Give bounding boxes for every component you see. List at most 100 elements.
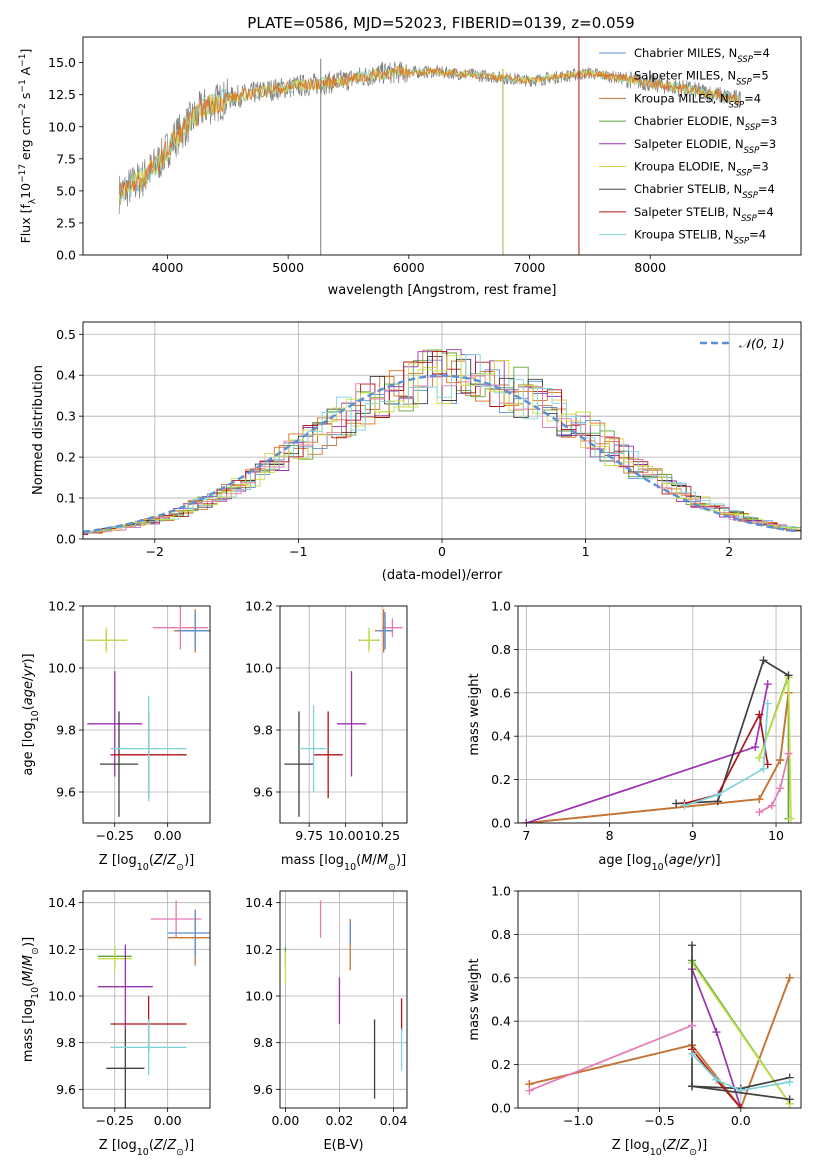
age_vs_Z-ytick-label: 10.0 [48, 661, 76, 676]
massweight_vs_Z-xlabel-part: ( [662, 1138, 667, 1153]
age_vs_Z-xlabel-part: ( [149, 853, 154, 868]
mass_vs_Z-ylabel-part: ⊙ [30, 947, 41, 955]
mass_vs_Z-plot-area [97, 900, 210, 1108]
massweight-series [526, 692, 790, 823]
massweight-series [684, 711, 769, 805]
mass_vs_ebv-ytick-label: 9.8 [253, 1035, 273, 1050]
massweight-series [691, 945, 790, 1090]
mass_vs_Z-xtick-label: −0.25 [96, 1113, 134, 1128]
massweight_vs_age-ytick-label: 1.0 [491, 599, 511, 614]
legend-entry-part: =5 [752, 69, 769, 83]
residuals-ytick-label: 0.0 [56, 532, 76, 547]
age_vs_Z-xlabel-part: / [163, 853, 168, 868]
massweight_vs_age-ytick-label: 0.6 [491, 685, 511, 700]
mass_vs_ebv-plot-area [284, 900, 403, 1099]
massweight-marker [763, 680, 772, 689]
residuals-xtick-label: −1 [289, 544, 307, 559]
figure-title: PLATE=0586, MJD=52023, FIBERID=0139, z=0… [247, 14, 634, 32]
age_vs_mass-xtick-label: 10.00 [328, 828, 364, 843]
age_vs_mass-frame [279, 605, 408, 824]
massweight_vs_age-xtick-label: 8 [606, 828, 614, 843]
legend-entry-part: Salpeter MILES, N [634, 69, 736, 83]
age_vs_mass-grid [280, 605, 407, 823]
massweight-series [691, 1053, 790, 1092]
residuals-ytick-label: 0.1 [56, 491, 76, 506]
spectrum-xtick-label: 6000 [393, 260, 425, 275]
massweight-series [759, 753, 790, 813]
spectrum-ytick-label: 15.0 [48, 55, 76, 70]
legend-entry-part: Chabrier ELODIE, N [634, 114, 745, 128]
legend-entry-part: Kroupa MILES, N [634, 91, 729, 105]
legend-entry: Kroupa ELODIE, NSSP=3 [634, 160, 769, 179]
age_vs_Z-xlabel: Z [log10(Z/Z⊙)] [99, 853, 194, 873]
mass_vs_Z-ylabel-part: ( [21, 982, 36, 987]
massweight_vs_Z-xlabel-part: Z [log [612, 1138, 650, 1153]
spectrum-ytick-label: 10.0 [48, 119, 76, 134]
age_vs_mass-ytick-label: 10.2 [245, 599, 273, 614]
massweight-marker [755, 808, 764, 817]
legend-entry-part: Salpeter STELIB, N [634, 205, 741, 219]
mass_vs_Z-frame [82, 890, 211, 1109]
residuals-xlabel: (data-model)/error [382, 568, 503, 583]
massweight_vs_age-ylabel: mass weight [467, 673, 482, 755]
age_vs_Z-plot-area [85, 606, 210, 817]
mass_vs_Z-xlabel-part: Z [153, 1138, 164, 1153]
legend-entry-part: SSP [745, 123, 761, 133]
age_vs_Z-ytick-label: 9.8 [56, 723, 76, 738]
legend-entry-part: =4 [758, 182, 775, 196]
mass_vs_Z-ylabel-part: M [21, 955, 36, 966]
spectrum-xtick-label: 5000 [272, 260, 304, 275]
age_vs_Z-ylabel-part: 10 [30, 710, 41, 722]
age_vs_mass-plot-area [284, 609, 403, 817]
massweight-series [691, 962, 791, 1105]
mass_vs_Z-ylabel-part: M [21, 971, 36, 982]
massweight-marker [688, 941, 697, 950]
mass_vs_ebv-xtick-label: 0.04 [380, 1113, 408, 1128]
legend-entry-part: Kroupa STELIB, N [634, 228, 734, 242]
legend-entry: Salpeter MILES, NSSP=5 [634, 69, 769, 88]
age_vs_Z-ylabel-part: yr [21, 662, 36, 678]
massweight-marker [785, 1077, 794, 1086]
legend-entry: Chabrier MILES, NSSP=4 [634, 46, 770, 65]
mass_vs_Z-ylabel-part: )] [21, 937, 36, 947]
massweight-marker [785, 973, 794, 982]
massweight_vs_age-ytick-label: 0.8 [491, 642, 511, 657]
massweight-marker [688, 1021, 697, 1030]
age_vs_mass-xlabel-part: 10 [344, 862, 356, 873]
histogram-series [83, 354, 801, 533]
age_vs_mass-xlabel-part: M [361, 853, 372, 868]
legend-entry-part: SSP [737, 55, 753, 65]
legend-entry-part: SSP [742, 191, 758, 201]
massweight_vs_Z-xtick-label: −0.5 [644, 1113, 674, 1128]
massweight_vs_age-ytick-label: 0.2 [491, 772, 511, 787]
residuals-panel: −2 −1 0 1 2 0.0 0.1 0.2 0.3 0.4 0.5 𝒩(0, 1) (data-mo… [31, 321, 802, 583]
mass_vs_Z-xlabel-part: / [163, 1138, 168, 1153]
massweight_vs_Z-xlabel-part: )] [697, 1138, 707, 1153]
residuals-plot-area [83, 349, 801, 536]
age_vs_Z-panel: −0.25 0.009.69.810.010.2Z [log10(Z/Z⊙)]ag… [21, 599, 211, 873]
residuals-frame [82, 321, 802, 540]
massweight_vs_Z-xlabel-part: 10 [650, 1147, 662, 1158]
legend-entry-part: Chabrier STELIB, N [634, 182, 742, 196]
age_vs_mass-xlabel-part: ( [356, 853, 361, 868]
massweight_vs_Z-ytick-label: 0.6 [491, 970, 511, 985]
spectrum-ytick-label: 0.0 [56, 248, 76, 263]
massweight-marker [784, 671, 793, 680]
mass_vs_Z-ytick-label: 9.8 [56, 1035, 76, 1050]
legend-gaussian-label: 𝒩(0, 1) [739, 336, 785, 351]
mass_vs_Z-ylabel: mass [log10(M/M⊙)] [21, 937, 41, 1062]
massweight_vs_Z-xtick-label: 0.0 [731, 1113, 751, 1128]
age_vs_Z-xlabel-part: ⊙ [176, 862, 184, 873]
legend-entry-part: =4 [757, 205, 774, 219]
legend-entry-part: =4 [744, 91, 761, 105]
mass_vs_ebv-ytick-label: 10.4 [245, 895, 273, 910]
massweight_vs_Z-plot-area [525, 941, 794, 1108]
residuals-xtick-label: 0 [438, 544, 446, 559]
massweight_vs_age-ytick-label: 0.0 [491, 816, 511, 831]
mass_vs_ebv-ytick-label: 10.2 [245, 942, 273, 957]
mass_vs_Z-xtick-label: 0.00 [154, 1113, 182, 1128]
legend-entry-part: SSP [736, 169, 752, 179]
massweight-marker [787, 814, 796, 823]
